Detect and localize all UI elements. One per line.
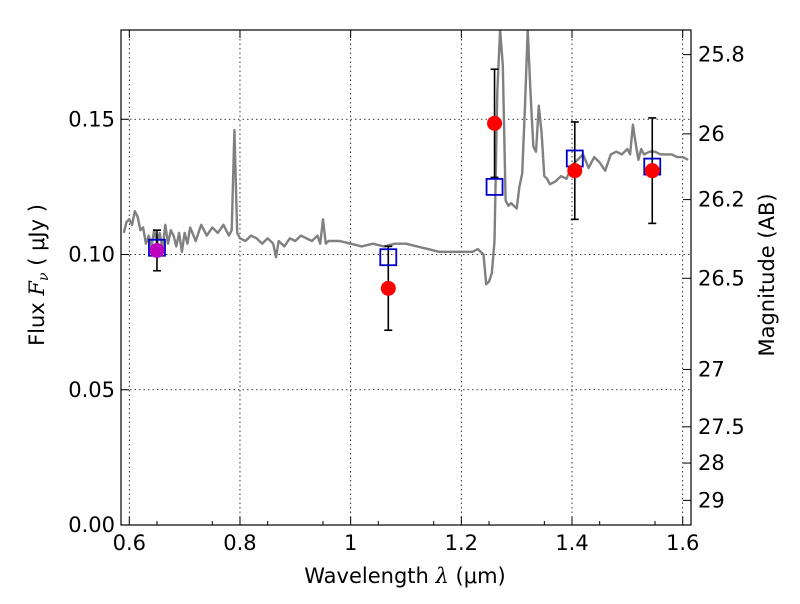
grid-lines: [121, 30, 691, 525]
x-tick-label: 0.8: [223, 531, 256, 555]
model-square: [485, 177, 504, 196]
x-tick-label: 1.4: [555, 531, 588, 555]
y2-tick-label: 28: [698, 451, 725, 475]
spectrum-line: [122, 30, 689, 286]
x-axis-title: Wavelength λ (μm): [304, 564, 505, 588]
y2-tick-label: 26.2: [698, 188, 745, 212]
y2-axis-title: Magnitude (AB): [755, 193, 779, 356]
y2-tick-label: 29: [698, 488, 725, 512]
y2-tick-label: 26.5: [698, 266, 745, 290]
plot-frame: [120, 29, 692, 526]
error-bars-layer: [152, 68, 657, 332]
y-tick-label: 0.05: [68, 378, 115, 402]
axis-ticks: 0.6 0.8 1 1.2 1.4 1.6 0.00 0.05 0.10 0.15 25.8 26 26…: [68, 30, 745, 555]
observed-point: [487, 115, 503, 131]
observed-point: [149, 242, 165, 258]
y2-tick-label: 26: [698, 122, 725, 146]
y2-tick-label: 25.8: [698, 43, 745, 67]
y-tick-label: 0.15: [68, 107, 115, 131]
model-spectrum-layer: [122, 30, 689, 286]
y-tick-label: 0.00: [68, 513, 115, 537]
model-square: [379, 248, 398, 267]
observed-point: [380, 280, 396, 296]
observed-point: [567, 163, 583, 179]
y2-tick-label: 27.5: [698, 415, 745, 439]
x-tick-label: 1.6: [666, 531, 699, 555]
x-tick-label: 1.2: [445, 531, 478, 555]
y2-tick-label: 27: [698, 357, 725, 381]
observed-point: [644, 163, 660, 179]
circle-markers-layer: [149, 115, 660, 296]
x-tick-label: 1: [344, 531, 357, 555]
y-axis-title: Flux Fν ( μJy ): [25, 204, 52, 346]
square-markers-layer: [148, 149, 662, 267]
y-tick-label: 0.10: [68, 243, 115, 267]
x-tick-label: 0.6: [113, 531, 146, 555]
